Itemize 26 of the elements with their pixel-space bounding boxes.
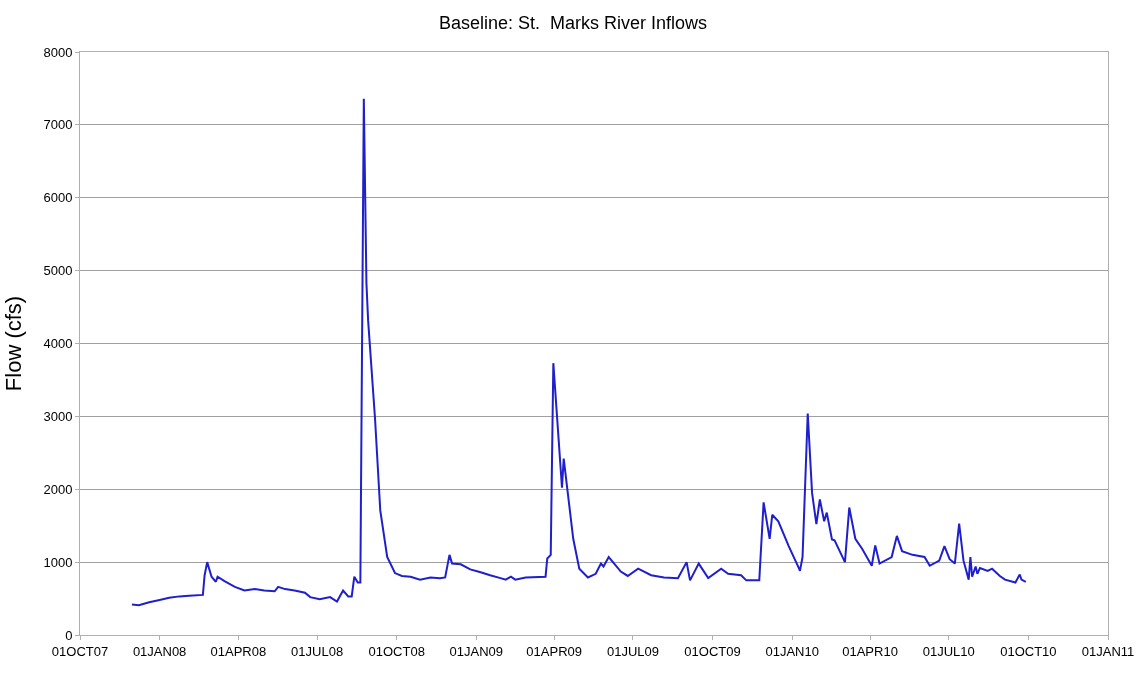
x-tick-label: 01JAN11 xyxy=(1081,643,1135,659)
x-tick-label: 01JUL09 xyxy=(606,643,659,659)
line-series xyxy=(130,97,1027,607)
y-tick-label: 3000 xyxy=(43,408,73,424)
y-tick-label: 6000 xyxy=(43,190,73,206)
chart-title: Baseline: St. Marks River Inflows xyxy=(438,13,708,34)
y-axis-title: Flow (cfs) xyxy=(1,295,27,392)
x-tick-label: 01OCT10 xyxy=(1000,643,1057,659)
x-tick-label: 01JAN09 xyxy=(449,643,504,659)
y-tick-label: 5000 xyxy=(43,263,73,279)
x-tick-label: 01JUL10 xyxy=(922,643,975,659)
y-tick-label: 7000 xyxy=(43,117,73,133)
x-tick-label: 01JUL08 xyxy=(291,643,344,659)
y-tick-label: 1000 xyxy=(43,554,73,570)
y-tick-label: 4000 xyxy=(43,336,73,352)
x-tick-label: 01OCT09 xyxy=(684,643,741,659)
x-tick-label: 01JAN10 xyxy=(765,643,819,659)
y-tick-label: 0 xyxy=(65,627,73,643)
x-tick-label: 01OCT07 xyxy=(51,643,109,659)
x-tick-label: 01OCT08 xyxy=(368,643,425,659)
y-tick-label: 2000 xyxy=(43,481,73,497)
x-tick-label: 01APR09 xyxy=(526,643,583,659)
y-tick-label: 8000 xyxy=(43,44,73,60)
x-tick-label: 01APR08 xyxy=(210,643,267,659)
x-tick-label: 01APR10 xyxy=(842,643,898,659)
x-tick-label: 01JAN08 xyxy=(132,643,187,659)
